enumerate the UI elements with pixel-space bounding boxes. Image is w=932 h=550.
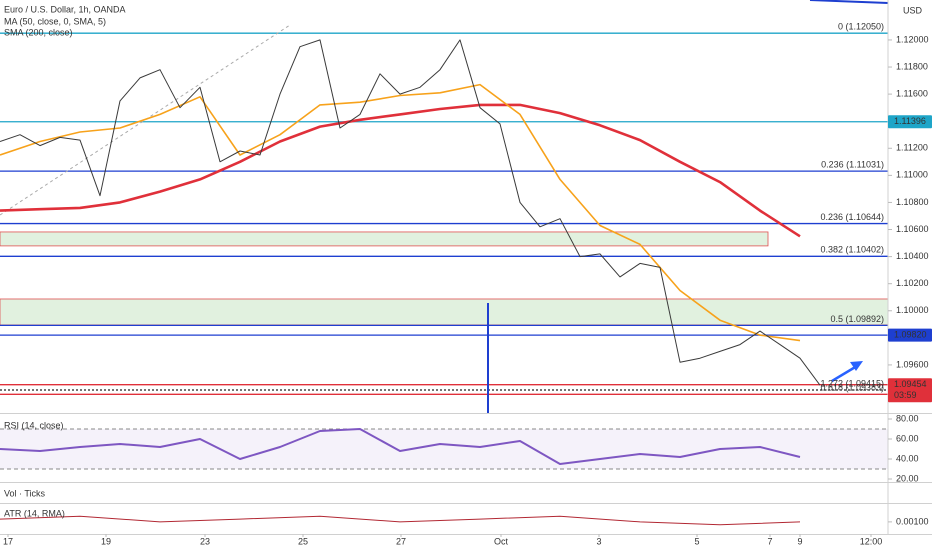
y-tick-label: 1.10400 <box>896 251 929 261</box>
x-tick-label: 25 <box>298 536 308 546</box>
y-tick-label: 60.00 <box>896 433 919 443</box>
x-tick-label: 9 <box>797 536 802 546</box>
series-line <box>0 39 821 386</box>
y-tick-label: 1.11000 <box>896 170 928 180</box>
x-tick-label: 5 <box>694 536 699 546</box>
zone <box>0 298 889 326</box>
y-tick-label: 1.09600 <box>896 359 929 369</box>
zone <box>0 231 769 247</box>
fib-label: 0.236 (1.10644) <box>820 212 884 222</box>
y-tick-label: 1.10000 <box>896 305 929 315</box>
x-tick-label: 23 <box>200 536 210 546</box>
arrow <box>831 364 858 383</box>
chart-title: Euro / U.S. Dollar, 1h, OANDA <box>4 4 126 14</box>
y-tick-label: 1.10200 <box>896 278 929 288</box>
y-tick-label: 1.10600 <box>896 224 929 234</box>
fib-label: 0.5 (1.09892) <box>830 314 884 324</box>
trend-line <box>0 24 291 216</box>
series-line <box>0 83 801 342</box>
series-line <box>0 103 801 238</box>
fib-label: 1.272 (1.09415) <box>820 378 884 388</box>
x-tick-label: 7 <box>767 536 772 546</box>
fib-label: 0.382 (1.10402) <box>820 245 884 255</box>
series-line <box>0 515 801 526</box>
trend-line <box>809 0 889 4</box>
currency: USD <box>903 5 923 15</box>
y-tick-label: 1.11200 <box>896 143 928 153</box>
price-tag-label: 1.09820 <box>894 330 927 340</box>
pane-title: ATR (14, RMA) <box>4 508 65 518</box>
y-tick-label: 1.11600 <box>896 88 928 98</box>
fib-label: 0 (1.12050) <box>838 22 884 32</box>
y-tick-label: 20.00 <box>896 473 919 483</box>
x-tick-label: 3 <box>596 536 601 546</box>
x-tick-label: 19 <box>101 536 111 546</box>
arrow-head <box>850 361 863 371</box>
x-tick-label: 17 <box>3 536 13 546</box>
y-tick-label: 80.00 <box>896 413 919 423</box>
price-tag-label: 1.09454 <box>894 379 927 389</box>
countdown: 03:59 <box>894 390 917 400</box>
pane-title: RSI (14, close) <box>4 420 64 430</box>
price-tag-label: 1.11396 <box>894 116 926 126</box>
x-tick-label: Oct <box>494 536 509 546</box>
x-tick-label: 12:00 <box>860 536 883 546</box>
series-line <box>0 428 801 465</box>
pane-title: Vol · Ticks <box>4 488 46 498</box>
x-tick-label: 27 <box>396 536 406 546</box>
fib-label: 0.618 (1.09383) <box>820 383 884 393</box>
price-tag <box>888 378 932 403</box>
legend-entry: SMA (200, close) <box>4 27 73 37</box>
price-tag <box>888 115 932 129</box>
rsi-band <box>0 429 888 469</box>
fib-label: 0.236 (1.11031) <box>821 160 884 170</box>
legend-entry: MA (50, close, 0, SMA, 5) <box>4 16 106 26</box>
y-tick-label: 1.10800 <box>896 197 929 207</box>
y-tick-label: 40.00 <box>896 453 919 463</box>
price-tag <box>888 328 932 342</box>
y-tick-label: 0.00100 <box>896 516 929 526</box>
y-tick-label: 1.12000 <box>896 34 929 44</box>
y-tick-label: 1.11800 <box>896 61 928 71</box>
